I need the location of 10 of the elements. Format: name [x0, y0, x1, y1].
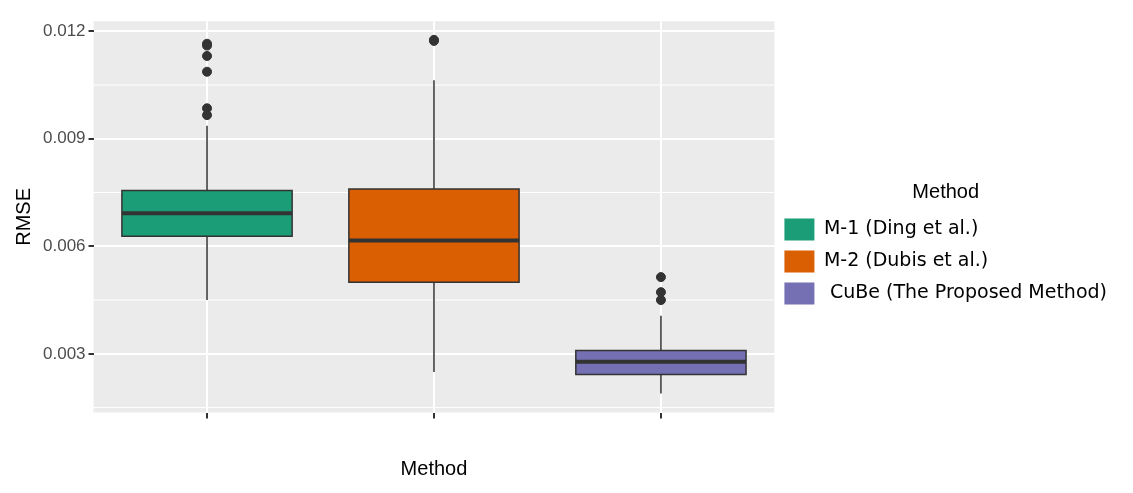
x-axis-title: Method: [400, 456, 468, 479]
legend-label: M-1 (Ding et al.): [823, 216, 979, 239]
legend-title: Method: [912, 180, 980, 203]
legend-label: CuBe (The Proposed Method): [823, 280, 1107, 303]
y-tick-label: 0.006: [42, 235, 86, 255]
y-tick-label: 0.009: [42, 128, 86, 148]
y-tick-label: 0.003: [42, 343, 86, 363]
y-tick-label: 0.012: [42, 20, 86, 40]
legend-label: M-2 (Dubis et al.): [823, 248, 989, 271]
y-axis-title: RMSE: [11, 188, 34, 246]
